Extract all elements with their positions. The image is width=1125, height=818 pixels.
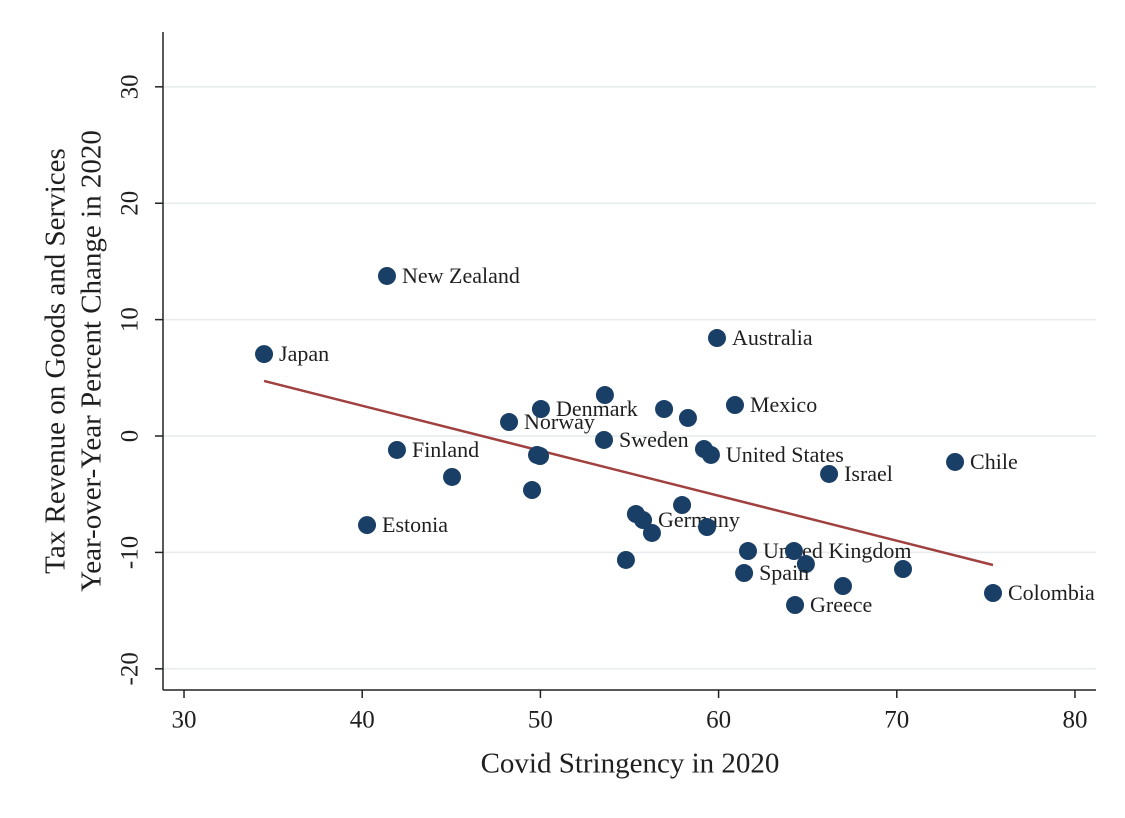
point: [833, 577, 852, 596]
point: [377, 266, 396, 285]
y-tick-label: 0: [117, 430, 144, 443]
x-tick-label: 50: [528, 707, 553, 734]
y-tick-label: -10: [117, 536, 144, 569]
point-label: Mexico: [750, 392, 817, 417]
point: [738, 542, 757, 561]
point: [796, 555, 815, 574]
x-tick-label: 80: [1062, 707, 1087, 734]
point: [678, 408, 697, 427]
point: [595, 430, 614, 449]
point-label: Australia: [732, 325, 813, 350]
fit-line: [263, 379, 994, 567]
point-label: Israel: [844, 461, 893, 486]
point: [255, 345, 274, 364]
y-tick-label: 30: [117, 74, 144, 99]
x-tick-label: 30: [172, 707, 197, 734]
point-label: Greece: [810, 592, 872, 617]
point: [694, 440, 713, 459]
point: [531, 447, 550, 466]
x-tick-label: 60: [706, 707, 731, 734]
point: [786, 596, 805, 615]
point: [655, 400, 674, 419]
point: [984, 584, 1003, 603]
x-axis-label: Covid Stringency in 2020: [481, 748, 780, 780]
x-tick-label: 40: [350, 707, 375, 734]
y-tick-label: 10: [117, 307, 144, 332]
y-axis-label: Year-over-Year Percent Change in 2020: [76, 130, 108, 592]
point-label: Spain: [759, 560, 809, 585]
point: [698, 518, 717, 537]
point-label: United States: [726, 442, 844, 467]
point: [443, 467, 462, 486]
y-tick-label: -20: [117, 652, 144, 685]
point: [820, 464, 839, 483]
point: [523, 481, 542, 500]
point: [616, 550, 635, 569]
x-tick-label: 70: [884, 707, 909, 734]
point: [894, 560, 913, 579]
point: [673, 496, 692, 515]
point: [358, 516, 377, 535]
point: [707, 329, 726, 348]
point: [500, 413, 519, 432]
point: [634, 511, 653, 530]
point-label: New Zealand: [402, 263, 520, 288]
point: [595, 386, 614, 405]
y-tick-label: 20: [117, 191, 144, 216]
point-label: Denmark: [556, 396, 638, 421]
point: [946, 452, 965, 471]
point: [387, 440, 406, 459]
point: [531, 400, 550, 419]
point-label: Japan: [279, 341, 329, 366]
y-axis-label: Tax Revenue on Goods and Services: [40, 148, 72, 574]
point: [784, 542, 803, 561]
point-label: Colombia: [1008, 580, 1095, 605]
point-label: Estonia: [382, 512, 448, 537]
point: [642, 523, 661, 542]
point: [725, 396, 744, 415]
point-label: Chile: [970, 449, 1018, 474]
point-label: Finland: [412, 437, 479, 462]
point: [735, 564, 754, 583]
point-label: Sweden: [619, 427, 689, 452]
